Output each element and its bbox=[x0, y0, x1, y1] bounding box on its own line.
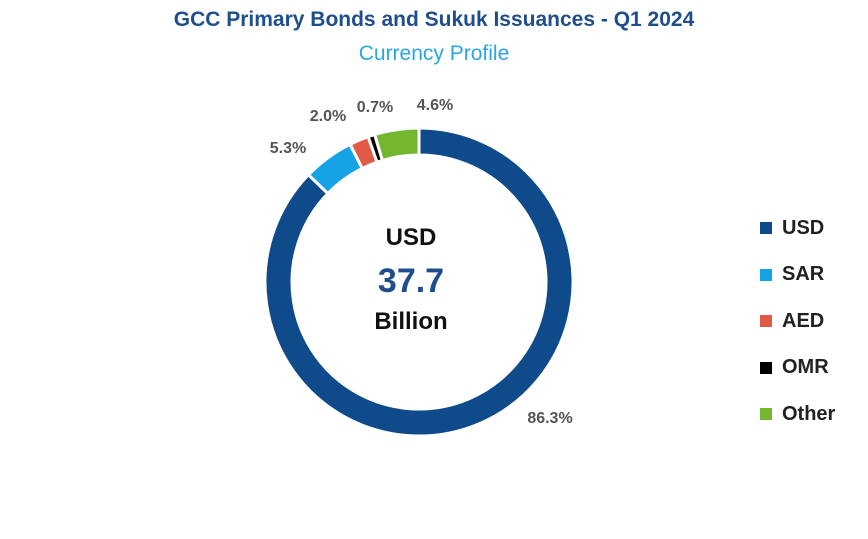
legend-item-other: Other bbox=[760, 391, 835, 438]
slice-label-aed: 2.0% bbox=[310, 108, 346, 125]
legend-item-omr: OMR bbox=[760, 345, 835, 392]
legend-label: AED bbox=[782, 309, 825, 332]
legend-swatch bbox=[760, 222, 772, 235]
legend-item-aed: AED bbox=[760, 298, 835, 345]
slice-labels: 86.3% 5.3%2.0% 0.7% 4.6% bbox=[270, 97, 573, 427]
chart-legend: USD SAR AED OMR Other bbox=[760, 205, 835, 438]
slice-usd bbox=[263, 126, 575, 438]
legend-swatch bbox=[760, 268, 772, 281]
donut-slices bbox=[263, 126, 575, 438]
center-total-value: 37.7 bbox=[378, 262, 444, 300]
legend-item-usd: USD bbox=[760, 205, 835, 252]
legend-label: SAR bbox=[782, 263, 825, 286]
center-billion-label: Billion bbox=[374, 308, 447, 335]
legend-label: USD bbox=[782, 216, 825, 239]
chart-subtitle: Currency Profile bbox=[358, 42, 510, 65]
center-unit-label: USD bbox=[386, 224, 437, 251]
slice-label-usd: 86.3% bbox=[527, 410, 572, 427]
legend-swatch bbox=[760, 315, 772, 328]
legend-swatch bbox=[760, 361, 772, 374]
slice-label-other: 4.6% bbox=[417, 97, 453, 114]
legend-item-sar: SAR bbox=[760, 252, 835, 299]
slice-label-omr: 0.7% bbox=[357, 99, 393, 116]
legend-swatch bbox=[760, 408, 772, 421]
slice-label-sar: 5.3% bbox=[270, 140, 306, 157]
legend-label: OMR bbox=[782, 356, 829, 379]
legend-label: Other bbox=[782, 402, 836, 425]
slice-other bbox=[372, 126, 421, 163]
chart-title: GCC Primary Bonds and Sukuk Issuances - … bbox=[173, 8, 695, 31]
